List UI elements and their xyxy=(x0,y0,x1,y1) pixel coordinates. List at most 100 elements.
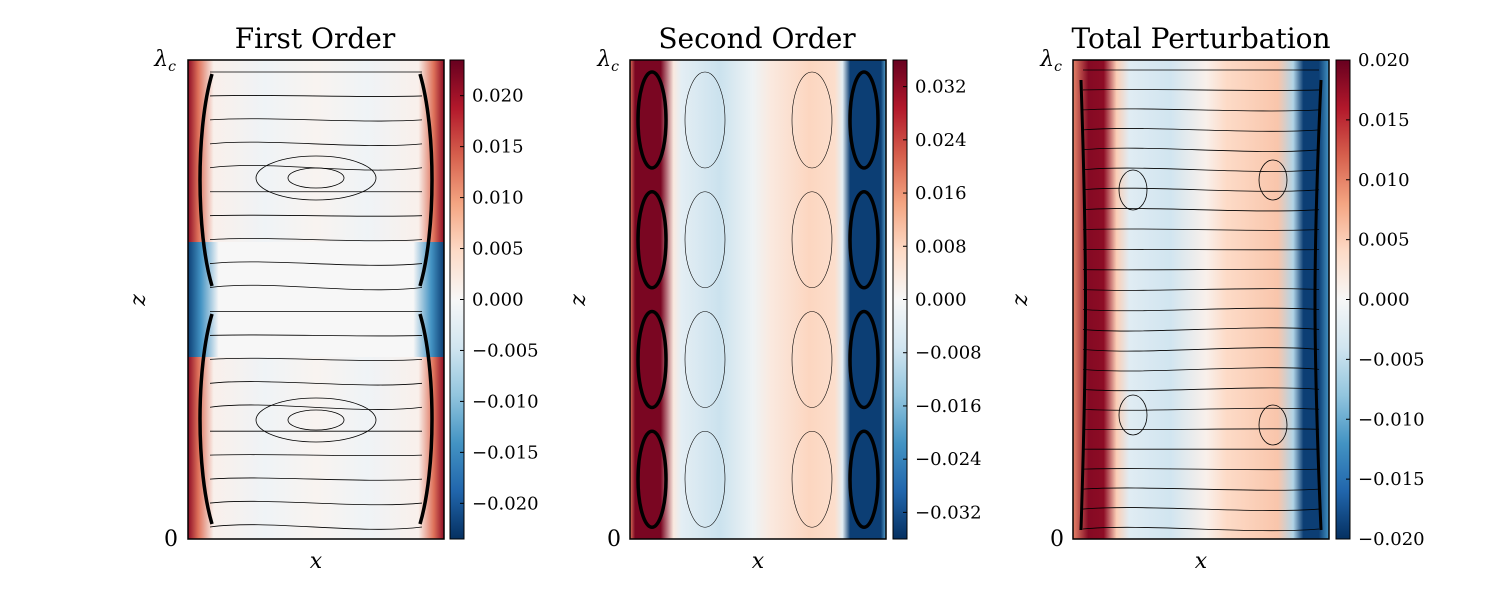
field-band-middle xyxy=(188,242,444,357)
streamline xyxy=(209,500,423,506)
colorbar-tick-label: −0.020 xyxy=(472,493,539,514)
streamline xyxy=(1082,147,1320,152)
interior-roll xyxy=(684,430,726,528)
colorbar-tick-label: −0.005 xyxy=(1358,349,1425,370)
colorbar-tick-label: −0.008 xyxy=(915,343,982,364)
x-axis-label: x xyxy=(1195,549,1208,574)
interior-roll xyxy=(791,430,833,528)
streamline xyxy=(1082,228,1320,231)
streamline xyxy=(209,404,423,410)
wall-roll xyxy=(636,190,668,290)
y-tick-label-top: λc xyxy=(596,47,619,75)
colorbar-tick-label: 0.005 xyxy=(472,239,524,260)
field-band xyxy=(1073,60,1329,539)
heatmap-area xyxy=(630,60,886,539)
streamline xyxy=(1082,468,1320,471)
streamline xyxy=(1082,367,1320,372)
interior-roll xyxy=(684,311,726,408)
colorbar: 0.020 0.015 0.010 0.005 0.000 −0.005 −0.010 −0.… xyxy=(1335,50,1425,550)
streamline xyxy=(1082,387,1320,392)
eddy xyxy=(1258,159,1288,201)
colorbar-tick-label: −0.010 xyxy=(1358,409,1425,430)
panel-title: Second Order xyxy=(658,22,856,55)
wall-roll xyxy=(848,309,880,410)
streamline xyxy=(1082,288,1320,291)
streamline xyxy=(1082,526,1320,532)
wall-roll xyxy=(636,429,668,529)
streamlines xyxy=(636,70,880,529)
streamline xyxy=(1082,268,1320,271)
colorbar-tick-label: −0.015 xyxy=(472,442,539,463)
colorbar-tick-label: 0.000 xyxy=(1358,290,1410,311)
streamline xyxy=(1082,167,1320,172)
streamline xyxy=(1082,428,1320,431)
x-axis-label: x xyxy=(752,549,765,574)
streamline xyxy=(1082,507,1320,511)
streamline xyxy=(209,118,423,122)
eddy xyxy=(1258,404,1288,446)
streamline xyxy=(209,238,423,242)
streamline xyxy=(1082,108,1320,112)
colorbar: 0.020 0.015 0.010 0.005 0.000 −0.005 −0.010 −0.… xyxy=(449,59,539,540)
y-axis-label: z xyxy=(126,294,151,307)
y-tick-label-top: λc xyxy=(1039,47,1062,75)
streamline xyxy=(209,334,423,337)
eddy xyxy=(1118,169,1148,211)
colorbar-tick-label: −0.015 xyxy=(1358,469,1425,490)
interior-roll xyxy=(791,191,833,289)
colorbar-tick-label: 0.032 xyxy=(915,77,967,98)
plot-frame xyxy=(1072,59,1330,540)
field-band xyxy=(630,60,886,539)
colorbar-tick-label: 0.020 xyxy=(1358,50,1410,71)
streamlines xyxy=(198,71,434,530)
y-tick-label-zero: 0 xyxy=(1050,527,1064,552)
colorbar-tick-label: −0.010 xyxy=(472,391,539,412)
streamline xyxy=(209,261,423,266)
colorbar-tick-label: 0.024 xyxy=(915,130,967,151)
panel-second-order: Second Order x z λc 0 0.0320.0240.0160.0… xyxy=(566,22,982,574)
x-axis-label: x xyxy=(310,549,323,574)
y-tick-label-zero: 0 xyxy=(607,527,621,552)
streamline xyxy=(1082,88,1320,91)
plot-frame xyxy=(629,59,887,540)
interior-roll xyxy=(791,71,833,169)
wall-streamline xyxy=(1079,79,1087,531)
wall-streamline xyxy=(418,313,434,525)
colorbar: 0.032 0.024 0.016 0.008 0.000 −0.008 −0.016 −0.… xyxy=(892,59,982,540)
wall-roll xyxy=(848,190,880,290)
y-axis-label: z xyxy=(1008,294,1033,307)
streamline xyxy=(1082,208,1320,212)
wall-roll xyxy=(848,70,880,170)
y-tick-label-top: λc xyxy=(153,47,176,75)
colorbar-tick-label: 0.015 xyxy=(1358,110,1410,131)
colorbar-tick-label: −0.024 xyxy=(915,449,982,470)
streamlines xyxy=(1079,69,1323,532)
colorbar-tick-label: 0.020 xyxy=(472,86,524,107)
wall-streamline xyxy=(198,73,214,287)
colorbar-tick-label: 0.005 xyxy=(1358,230,1410,251)
y-tick-label-zero: 0 xyxy=(164,527,178,552)
streamline xyxy=(1082,187,1320,192)
wall-streamline xyxy=(418,73,434,287)
streamline xyxy=(209,94,423,97)
heatmap-area xyxy=(1073,60,1329,539)
colorbar-tick-label: 0.010 xyxy=(1358,170,1410,191)
streamline xyxy=(209,284,423,291)
streamline xyxy=(1082,347,1320,352)
panel-total-perturbation: Total Perturbation x z λc 0 0.0200.0150.… xyxy=(1008,22,1425,574)
eddy xyxy=(255,397,377,443)
colorbar-tick-label: 0.016 xyxy=(915,183,967,204)
panel-title: Total Perturbation xyxy=(1071,22,1330,55)
wall-streamline xyxy=(1313,79,1323,531)
eddy xyxy=(287,409,345,431)
streamline xyxy=(209,477,423,481)
colorbar-tick-label: −0.020 xyxy=(1358,529,1425,550)
streamline xyxy=(1082,327,1320,332)
wall-roll xyxy=(636,309,668,410)
colorbar-tick-label: 0.000 xyxy=(472,290,524,311)
panel-first-order: First Order x z λc 0 0.020 0.015 0.010 0.00… xyxy=(126,22,539,574)
streamline xyxy=(209,357,423,361)
streamline xyxy=(1082,407,1320,411)
colorbar-tick-label: 0.008 xyxy=(915,236,967,257)
